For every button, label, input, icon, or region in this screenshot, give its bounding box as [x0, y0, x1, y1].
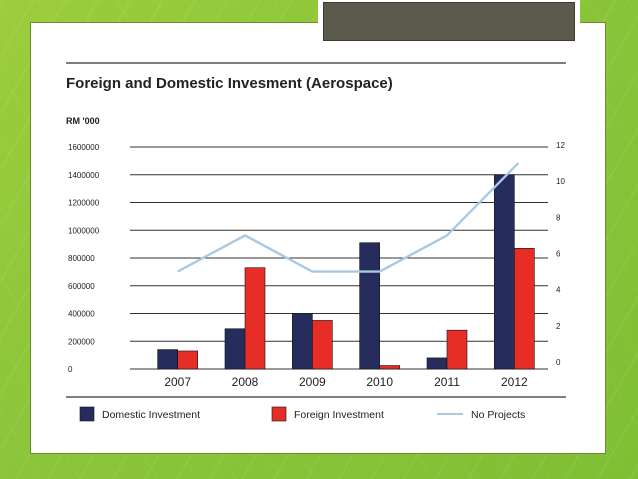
x-tick-label: 2010 [366, 375, 393, 389]
foreign-investment-bar [514, 247, 535, 370]
y2-tick-label: 6 [556, 250, 561, 259]
y-tick-label: 1200000 [68, 199, 100, 208]
y-tick-label: 600000 [68, 282, 95, 291]
y-tick-label: 1600000 [68, 143, 100, 152]
legend-swatch [79, 406, 95, 422]
y2-axis-ticks: 0 2 4 6 8 10 12 [556, 141, 565, 367]
gridlines [130, 146, 548, 370]
y2-tick-label: 4 [556, 286, 561, 295]
x-tick-label: 2012 [501, 375, 528, 389]
y2-tick-label: 2 [556, 322, 561, 331]
y-tick-label: 0 [68, 365, 73, 374]
legend-label: Foreign Investment [294, 409, 384, 421]
y-tick-label: 400000 [68, 310, 95, 319]
legend-label: No Projects [471, 409, 525, 421]
title-box-fill [323, 2, 575, 41]
domestic-investment-bar [224, 328, 246, 370]
y-tick-label: 200000 [68, 337, 95, 346]
x-tick-label: 2007 [164, 375, 191, 389]
foreign-investment-bar [312, 320, 333, 370]
y-axis-ticks: 0 200000 400000 600000 800000 1000000 1200000 1… [68, 143, 100, 374]
domestic-investment-bar [359, 242, 380, 370]
y-tick-label: 1000000 [68, 226, 100, 235]
y2-tick-label: 0 [556, 358, 561, 367]
legend: Domestic Investment Foreign Investment No … [79, 406, 525, 422]
chart-title: Foreign and Domestic Invesment (Aerospac… [66, 75, 393, 92]
y2-tick-label: 8 [556, 213, 561, 222]
x-tick-label: 2009 [299, 375, 326, 389]
y-tick-label: 800000 [68, 254, 95, 263]
domestic-investment-bar [426, 357, 448, 370]
x-tick-label: 2011 [434, 375, 460, 389]
foreign-investment-bar [244, 267, 266, 370]
x-tick-label: 2008 [232, 375, 259, 389]
foreign-investment-bar [446, 329, 468, 370]
legend-swatch [271, 406, 287, 422]
slide-title-placeholder [318, 0, 580, 46]
no-projects-series-line [177, 162, 520, 273]
no-projects-line [177, 162, 520, 273]
y2-tick-label: 10 [556, 177, 565, 186]
domestic-investment-bar [157, 349, 178, 370]
legend-label: Domestic Investment [102, 409, 200, 421]
foreign-investment-bar [379, 365, 400, 370]
bar-marks [157, 174, 535, 370]
domestic-investment-bar [494, 174, 515, 370]
domestic-investment-bar [292, 313, 313, 370]
y-axis-unit-label: RM '000 [66, 116, 100, 126]
foreign-investment-bar [177, 350, 198, 370]
y2-tick-label: 12 [556, 141, 565, 150]
y-tick-label: 1400000 [68, 171, 100, 180]
x-axis-ticks: 2007 2008 2009 2010 2011 2012 [164, 375, 528, 389]
